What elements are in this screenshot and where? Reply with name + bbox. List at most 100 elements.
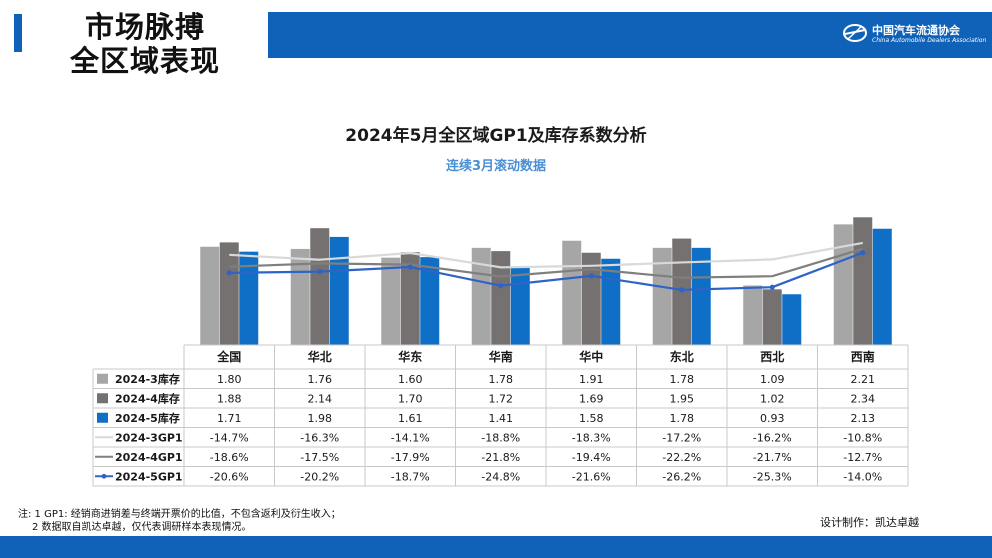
accent-bar [14, 14, 22, 52]
data-label-1-2: 1.76 [308, 373, 333, 386]
gp1-point-3-3 [407, 264, 413, 270]
data-label-1-4: 1.78 [489, 373, 514, 386]
bar-2-1 [219, 242, 239, 345]
gp1-point-3-6 [679, 287, 685, 293]
legend-label-1: 2024-3库存 [115, 372, 180, 386]
data-label-2-2: 2.14 [308, 392, 333, 405]
bar-3-1 [239, 251, 259, 345]
data-label-1-6: 1.78 [670, 373, 695, 386]
data-label-2-8: 2.34 [851, 392, 876, 405]
data-label-6-6: -26.2% [662, 470, 701, 483]
gp1-point-3-4 [498, 283, 504, 289]
data-label-3-1: 1.71 [217, 412, 242, 425]
bar-2-8 [853, 217, 873, 345]
footer-band [0, 536, 992, 558]
data-label-3-6: 1.78 [670, 412, 695, 425]
header-band [268, 12, 992, 58]
category-label-2: 华北 [308, 349, 332, 364]
data-label-4-3: -14.1% [391, 431, 430, 444]
logo-text-en: China Automobile Dealers Association [872, 37, 987, 44]
data-label-6-3: -18.7% [391, 470, 430, 483]
page-title-line1: 市场脉搏 [84, 10, 205, 44]
gp1-point-3-2 [317, 269, 323, 275]
logo-text-cn: 中国汽车流通协会 [872, 24, 960, 37]
data-label-2-4: 1.72 [489, 392, 514, 405]
legend-key-marker-6 [101, 473, 107, 479]
gp1-line-3 [229, 251, 864, 292]
data-label-5-6: -22.2% [662, 451, 701, 464]
footnote-line2: 2 数据取自凯达卓越，仅代表调研样本表现情况。 [32, 522, 252, 533]
data-label-2-3: 1.70 [398, 392, 423, 405]
category-label-3: 华东 [398, 349, 422, 364]
category-label-8: 西南 [851, 349, 875, 364]
data-label-3-7: 0.93 [760, 412, 785, 425]
data-label-4-4: -18.8% [481, 431, 520, 444]
data-label-5-4: -21.8% [481, 451, 520, 464]
data-label-4-7: -16.2% [753, 431, 792, 444]
bar-2-3 [400, 252, 420, 345]
data-label-6-4: -24.8% [481, 470, 520, 483]
bar-2-7 [762, 289, 782, 345]
legend-key-3 [97, 412, 108, 423]
gp1-point-3-7 [769, 284, 775, 290]
data-label-6-7: -25.3% [753, 470, 792, 483]
legend-key-1 [97, 373, 108, 384]
page-title-line2: 全区域表现 [69, 44, 220, 78]
bar-1-1 [200, 246, 220, 345]
data-label-5-8: -12.7% [843, 451, 882, 464]
wheel-logo-icon [843, 24, 867, 42]
legend-label-4: 2024-3GP1 [115, 431, 183, 444]
data-label-4-5: -18.3% [572, 431, 611, 444]
footnote-line1: 注: 1 GP1: 经销商进销差与终端开票价的比值，不包含返利及衍生收入； [18, 509, 341, 520]
data-label-6-8: -14.0% [843, 470, 882, 483]
data-label-5-2: -17.5% [300, 451, 339, 464]
data-label-2-5: 1.69 [579, 392, 604, 405]
design-credit: 设计制作：凯达卓越 [820, 516, 919, 529]
data-label-3-2: 1.98 [308, 412, 333, 425]
data-label-2-6: 1.95 [670, 392, 695, 405]
data-label-1-5: 1.91 [579, 373, 604, 386]
bar-3-2 [329, 236, 349, 345]
legend-label-6: 2024-5GP1 [115, 470, 183, 483]
data-label-3-5: 1.58 [579, 412, 604, 425]
bar-1-7 [743, 285, 763, 345]
data-label-6-2: -20.2% [300, 470, 339, 483]
data-label-6-5: -21.6% [572, 470, 611, 483]
footnote: 注: 1 GP1: 经销商进销差与终端开票价的比值，不包含返利及衍生收入； 2 … [18, 508, 341, 534]
data-label-4-6: -17.2% [662, 431, 701, 444]
data-label-1-3: 1.60 [398, 373, 423, 386]
data-label-4-1: -14.7% [210, 431, 249, 444]
category-label-6: 东北 [670, 349, 694, 364]
gp1-point-3-1 [226, 270, 232, 276]
data-label-1-1: 1.80 [217, 373, 242, 386]
gp1-point-3-8 [860, 250, 866, 256]
data-label-5-7: -21.7% [753, 451, 792, 464]
association-logo: 中国汽车流通协会 China Automobile Dealers Associ… [842, 20, 988, 52]
data-label-2-1: 1.88 [217, 392, 242, 405]
bar-2-2 [310, 228, 330, 345]
data-label-5-1: -18.6% [210, 451, 249, 464]
data-label-1-7: 1.09 [760, 373, 785, 386]
category-label-5: 华中 [579, 349, 603, 364]
legend-label-3: 2024-5库存 [115, 411, 180, 425]
bar-3-7 [782, 294, 802, 345]
data-label-5-3: -17.9% [391, 451, 430, 464]
data-label-4-2: -16.3% [300, 431, 339, 444]
gp1-line-2 [229, 247, 864, 279]
page-title: 市场脉搏 全区域表现 [40, 10, 250, 78]
data-label-1-8: 2.21 [851, 373, 876, 386]
legend-label-5: 2024-4GP1 [115, 451, 183, 464]
legend-key-2 [97, 393, 108, 404]
gp1-line-1 [229, 241, 863, 269]
bar-3-8 [872, 228, 892, 345]
data-label-5-5: -19.4% [572, 451, 611, 464]
data-label-2-7: 1.02 [760, 392, 785, 405]
bar-3-4 [510, 268, 530, 345]
category-label-7: 西北 [760, 349, 784, 364]
chart-title: 2024年5月全区域GP1及库存系数分析 [345, 126, 647, 146]
category-label-1: 全国 [216, 349, 241, 364]
bar-1-4 [471, 247, 491, 345]
bar-3-6 [691, 247, 711, 345]
category-label-4: 华南 [489, 349, 513, 364]
